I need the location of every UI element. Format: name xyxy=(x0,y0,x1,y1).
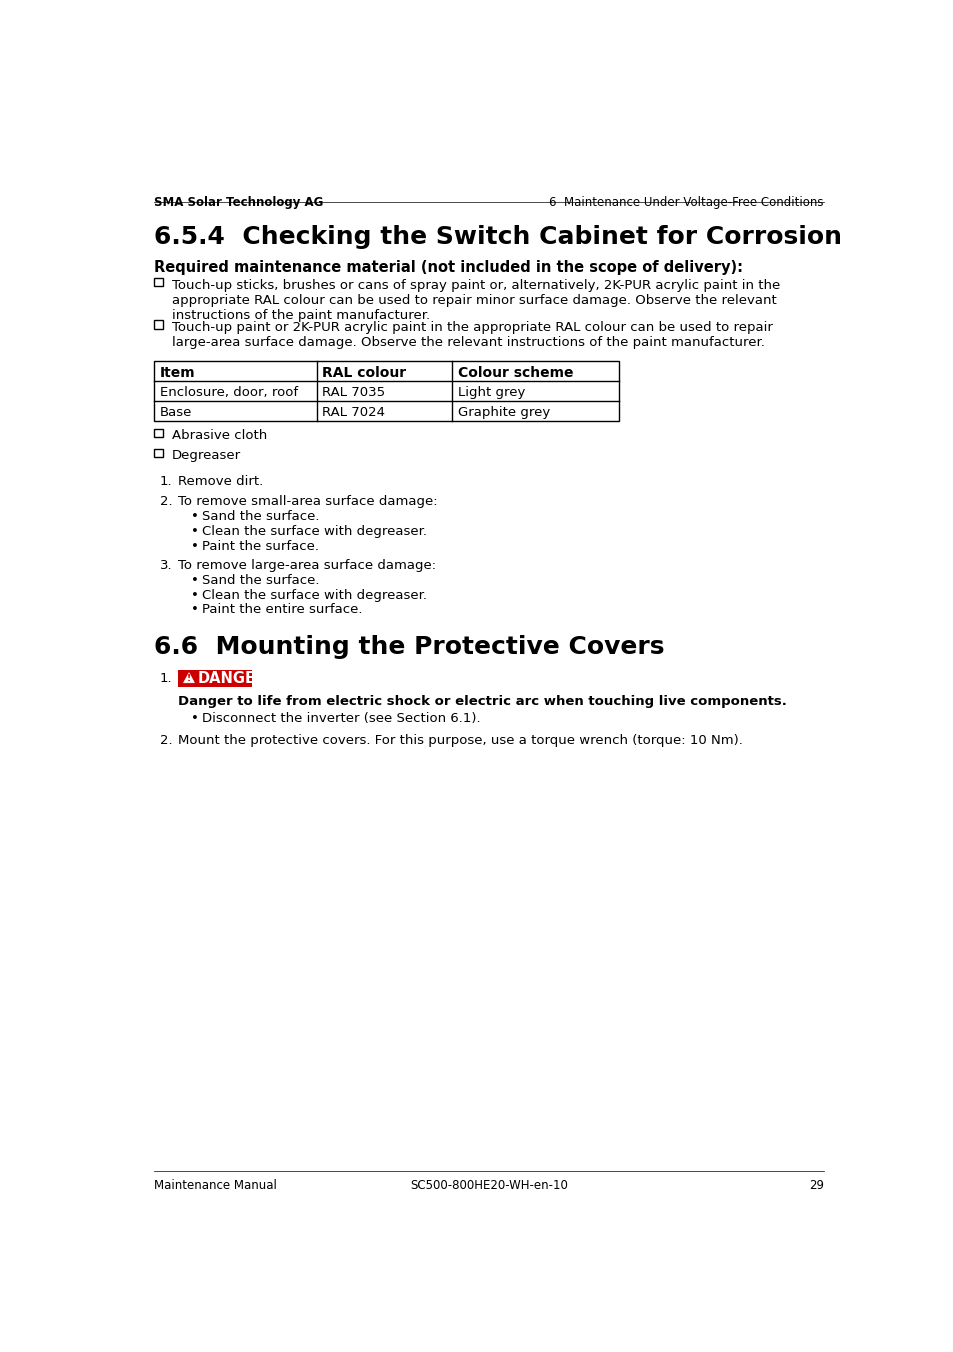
Polygon shape xyxy=(183,673,194,683)
Text: Enclosure, door, roof: Enclosure, door, roof xyxy=(159,387,297,399)
Text: Mount the protective covers. For this purpose, use a torque wrench (torque: 10 N: Mount the protective covers. For this pu… xyxy=(178,734,742,746)
Text: RAL 7024: RAL 7024 xyxy=(322,407,385,419)
Bar xyxy=(154,429,162,437)
Text: Item: Item xyxy=(159,366,195,380)
Text: SMA Solar Technology AG: SMA Solar Technology AG xyxy=(154,196,323,210)
Text: 6  Maintenance Under Voltage-Free Conditions: 6 Maintenance Under Voltage-Free Conditi… xyxy=(549,196,822,210)
Text: Remove dirt.: Remove dirt. xyxy=(178,475,263,488)
Text: Degreaser: Degreaser xyxy=(172,449,241,462)
Text: Clean the surface with degreaser.: Clean the surface with degreaser. xyxy=(202,589,427,602)
Text: •: • xyxy=(192,589,199,602)
Text: Light grey: Light grey xyxy=(457,387,525,399)
Text: 1.: 1. xyxy=(159,672,172,685)
Text: Abrasive cloth: Abrasive cloth xyxy=(172,430,267,442)
Text: 1.: 1. xyxy=(159,475,172,488)
Text: Touch-up sticks, brushes or cans of spray paint or, alternatively, 2K-PUR acryli: Touch-up sticks, brushes or cans of spra… xyxy=(172,279,780,322)
Text: Required maintenance material (not included in the scope of delivery):: Required maintenance material (not inclu… xyxy=(154,260,742,274)
Text: Disconnect the inverter (see Section 6.1).: Disconnect the inverter (see Section 6.1… xyxy=(202,713,480,725)
Text: RAL 7035: RAL 7035 xyxy=(322,387,385,399)
Text: Clean the surface with degreaser.: Clean the surface with degreaser. xyxy=(202,525,427,538)
Text: 29: 29 xyxy=(808,1179,822,1191)
Text: Paint the surface.: Paint the surface. xyxy=(202,539,319,553)
Text: To remove large-area surface damage:: To remove large-area surface damage: xyxy=(178,558,436,572)
Bar xyxy=(154,320,162,329)
Text: To remove small-area surface damage:: To remove small-area surface damage: xyxy=(178,495,437,508)
Text: •: • xyxy=(192,713,199,725)
Text: •: • xyxy=(192,575,199,587)
Text: 2.: 2. xyxy=(159,734,172,746)
Text: •: • xyxy=(192,603,199,617)
Text: DANGER: DANGER xyxy=(197,671,267,685)
Text: Danger to life from electric shock or electric arc when touching live components: Danger to life from electric shock or el… xyxy=(178,695,786,708)
Bar xyxy=(154,277,162,287)
Text: SC500-800HE20-WH-en-10: SC500-800HE20-WH-en-10 xyxy=(410,1179,567,1191)
Text: 3.: 3. xyxy=(159,558,172,572)
Text: !: ! xyxy=(187,675,191,683)
Text: Sand the surface.: Sand the surface. xyxy=(202,575,319,587)
Text: •: • xyxy=(192,525,199,538)
Text: Sand the surface.: Sand the surface. xyxy=(202,510,319,523)
Text: Touch-up paint or 2K-PUR acrylic paint in the appropriate RAL colour can be used: Touch-up paint or 2K-PUR acrylic paint i… xyxy=(172,320,772,349)
Text: 6.5.4  Checking the Switch Cabinet for Corrosion: 6.5.4 Checking the Switch Cabinet for Co… xyxy=(154,226,841,249)
Text: Graphite grey: Graphite grey xyxy=(457,407,550,419)
Text: •: • xyxy=(192,539,199,553)
Text: Paint the entire surface.: Paint the entire surface. xyxy=(202,603,362,617)
Text: •: • xyxy=(192,510,199,523)
Text: 6.6  Mounting the Protective Covers: 6.6 Mounting the Protective Covers xyxy=(154,635,664,658)
Text: Base: Base xyxy=(159,407,192,419)
Text: Maintenance Manual: Maintenance Manual xyxy=(154,1179,276,1191)
Bar xyxy=(154,361,618,420)
Text: RAL colour: RAL colour xyxy=(322,366,406,380)
Bar xyxy=(178,669,252,687)
Text: Colour scheme: Colour scheme xyxy=(457,366,573,380)
Bar xyxy=(154,449,162,457)
Text: 2.: 2. xyxy=(159,495,172,508)
